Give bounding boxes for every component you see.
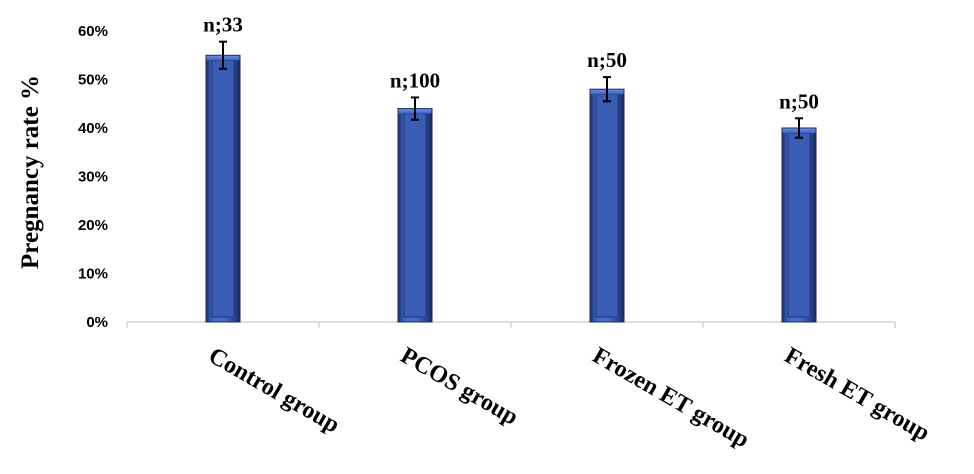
error-bar — [411, 96, 419, 121]
y-axis-label: Pregnancy rate % — [17, 75, 44, 269]
data-labels: n;33 n;100 n;50 n;50 — [203, 13, 819, 114]
bar-series — [205, 54, 817, 323]
bar — [397, 108, 433, 323]
y-tick-label: 60% — [78, 23, 108, 40]
y-axis: 0% 10% 20% 30% 40% 50% 60% — [78, 23, 108, 331]
y-tick-label: 0% — [86, 314, 108, 331]
bar — [205, 54, 241, 323]
bar — [589, 88, 625, 323]
y-tick-label: 40% — [78, 120, 108, 137]
error-bar — [795, 117, 803, 139]
category-labels: Control group PCOS group Frozen ET group Fr… — [204, 343, 934, 454]
x-tick-label: PCOS group — [396, 343, 522, 431]
y-tick-label: 10% — [78, 266, 108, 283]
x-axis — [126, 321, 896, 328]
x-tick-label: Control group — [204, 343, 344, 439]
y-tick-label: 20% — [78, 217, 108, 234]
x-tick-label: Frozen ET group — [588, 343, 753, 454]
bar — [781, 127, 817, 323]
y-tick-label: 30% — [78, 169, 108, 186]
x-tick-label: Fresh ET group — [780, 343, 934, 447]
error-bars — [219, 40, 803, 139]
error-bar — [219, 40, 227, 70]
data-label: n;100 — [390, 68, 440, 92]
y-tick-label: 50% — [78, 72, 108, 89]
data-label: n;50 — [587, 48, 627, 72]
error-bar — [603, 76, 611, 103]
data-label: n;50 — [779, 89, 819, 113]
data-label: n;33 — [203, 13, 243, 37]
